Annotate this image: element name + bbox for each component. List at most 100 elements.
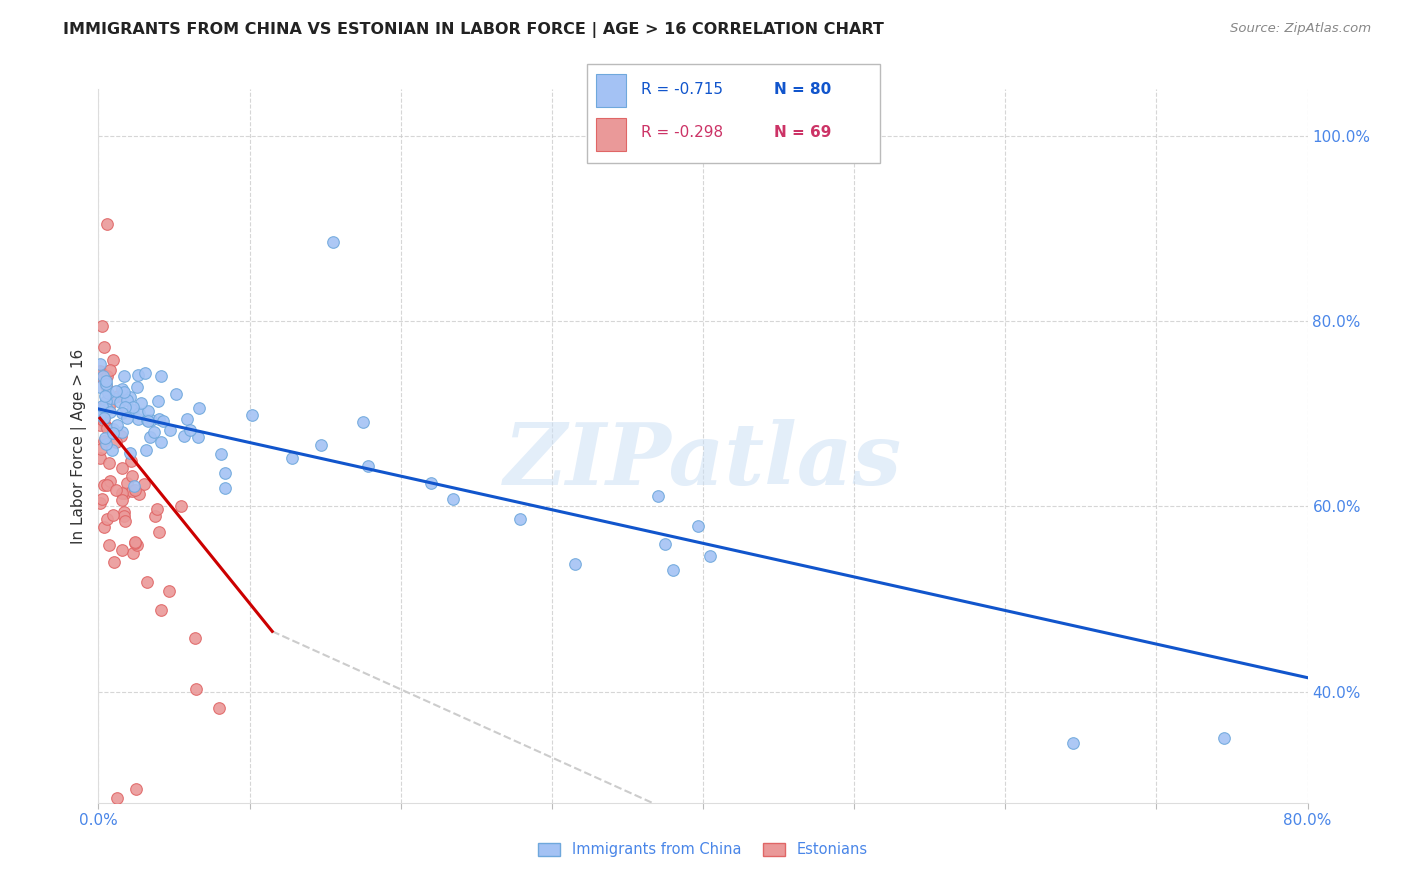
- Point: [129, 396, 152, 410]
- Point: [98, 422, 121, 436]
- Point: [89, 418, 111, 433]
- Point: [101, 391, 124, 405]
- Point: [93, 478, 115, 492]
- Point: [111, 542, 134, 557]
- Point: [89, 451, 111, 466]
- Bar: [596, 74, 626, 106]
- Point: [127, 379, 149, 393]
- Point: [699, 549, 721, 564]
- Point: [111, 486, 134, 500]
- Point: [89, 410, 111, 425]
- Point: [419, 475, 441, 490]
- Point: [101, 352, 124, 367]
- Point: [179, 423, 201, 437]
- Point: [150, 435, 173, 450]
- Point: [184, 682, 207, 697]
- Point: [124, 483, 146, 497]
- Point: [134, 367, 156, 381]
- Text: IMMIGRANTS FROM CHINA VS ESTONIAN IN LABOR FORCE | AGE > 16 CORRELATION CHART: IMMIGRANTS FROM CHINA VS ESTONIAN IN LAB…: [63, 22, 884, 38]
- Point: [96, 402, 118, 417]
- Point: [94, 394, 117, 409]
- Point: [90, 401, 112, 416]
- Point: [136, 575, 159, 590]
- Point: [187, 430, 209, 444]
- Point: [97, 385, 120, 400]
- Y-axis label: In Labor Force | Age > 16: In Labor Force | Age > 16: [72, 349, 87, 543]
- Point: [148, 525, 170, 540]
- Point: [146, 394, 169, 409]
- Point: [1062, 735, 1084, 749]
- Legend: Immigrants from China, Estonians: Immigrants from China, Estonians: [533, 837, 873, 863]
- Text: N = 80: N = 80: [773, 82, 831, 97]
- Point: [688, 519, 710, 533]
- Point: [114, 400, 136, 414]
- Point: [103, 555, 125, 569]
- Point: [98, 363, 121, 377]
- Point: [89, 380, 111, 394]
- Point: [139, 412, 162, 426]
- Text: N = 69: N = 69: [773, 125, 831, 140]
- Point: [121, 400, 143, 414]
- Point: [152, 413, 174, 427]
- Point: [125, 781, 148, 796]
- Point: [115, 411, 138, 425]
- Point: [121, 483, 143, 498]
- Point: [142, 425, 165, 439]
- Point: [114, 509, 136, 524]
- Point: [97, 399, 120, 413]
- Point: [96, 217, 118, 231]
- Point: [111, 425, 134, 440]
- Point: [149, 602, 172, 616]
- Point: [89, 411, 111, 425]
- Point: [214, 466, 236, 480]
- Point: [93, 520, 115, 534]
- Point: [89, 409, 111, 423]
- Point: [352, 415, 374, 429]
- Text: ZIPatlas: ZIPatlas: [503, 418, 903, 502]
- Point: [90, 442, 112, 456]
- Point: [214, 481, 236, 495]
- Point: [139, 430, 162, 444]
- Point: [564, 558, 586, 572]
- Point: [101, 425, 124, 440]
- Point: [136, 414, 159, 428]
- Point: [94, 389, 117, 403]
- Point: [121, 469, 143, 483]
- Point: [91, 413, 114, 427]
- Point: [169, 500, 191, 514]
- Point: [654, 537, 676, 551]
- Point: [357, 458, 380, 473]
- Point: [124, 534, 146, 549]
- Point: [96, 374, 118, 388]
- Point: [101, 443, 124, 458]
- Point: [184, 632, 207, 646]
- Point: [91, 372, 114, 386]
- Point: [91, 400, 114, 414]
- Point: [107, 389, 129, 403]
- Point: [112, 384, 135, 399]
- Point: [94, 376, 117, 391]
- Point: [132, 476, 155, 491]
- Point: [93, 340, 115, 354]
- Point: [208, 700, 231, 714]
- Point: [96, 379, 118, 393]
- Text: R = -0.715: R = -0.715: [641, 82, 723, 97]
- Point: [121, 402, 143, 417]
- Point: [157, 584, 180, 599]
- Point: [98, 538, 121, 552]
- Point: [103, 422, 125, 436]
- Point: [91, 319, 114, 334]
- Point: [647, 489, 669, 503]
- FancyBboxPatch shape: [586, 64, 880, 163]
- Point: [187, 401, 209, 415]
- Point: [120, 445, 142, 459]
- Point: [136, 403, 159, 417]
- Point: [112, 505, 135, 519]
- Point: [124, 536, 146, 550]
- Text: R = -0.298: R = -0.298: [641, 125, 723, 140]
- Point: [90, 492, 112, 507]
- Point: [509, 512, 531, 526]
- Point: [143, 508, 166, 523]
- Point: [93, 431, 115, 445]
- Bar: [596, 118, 626, 151]
